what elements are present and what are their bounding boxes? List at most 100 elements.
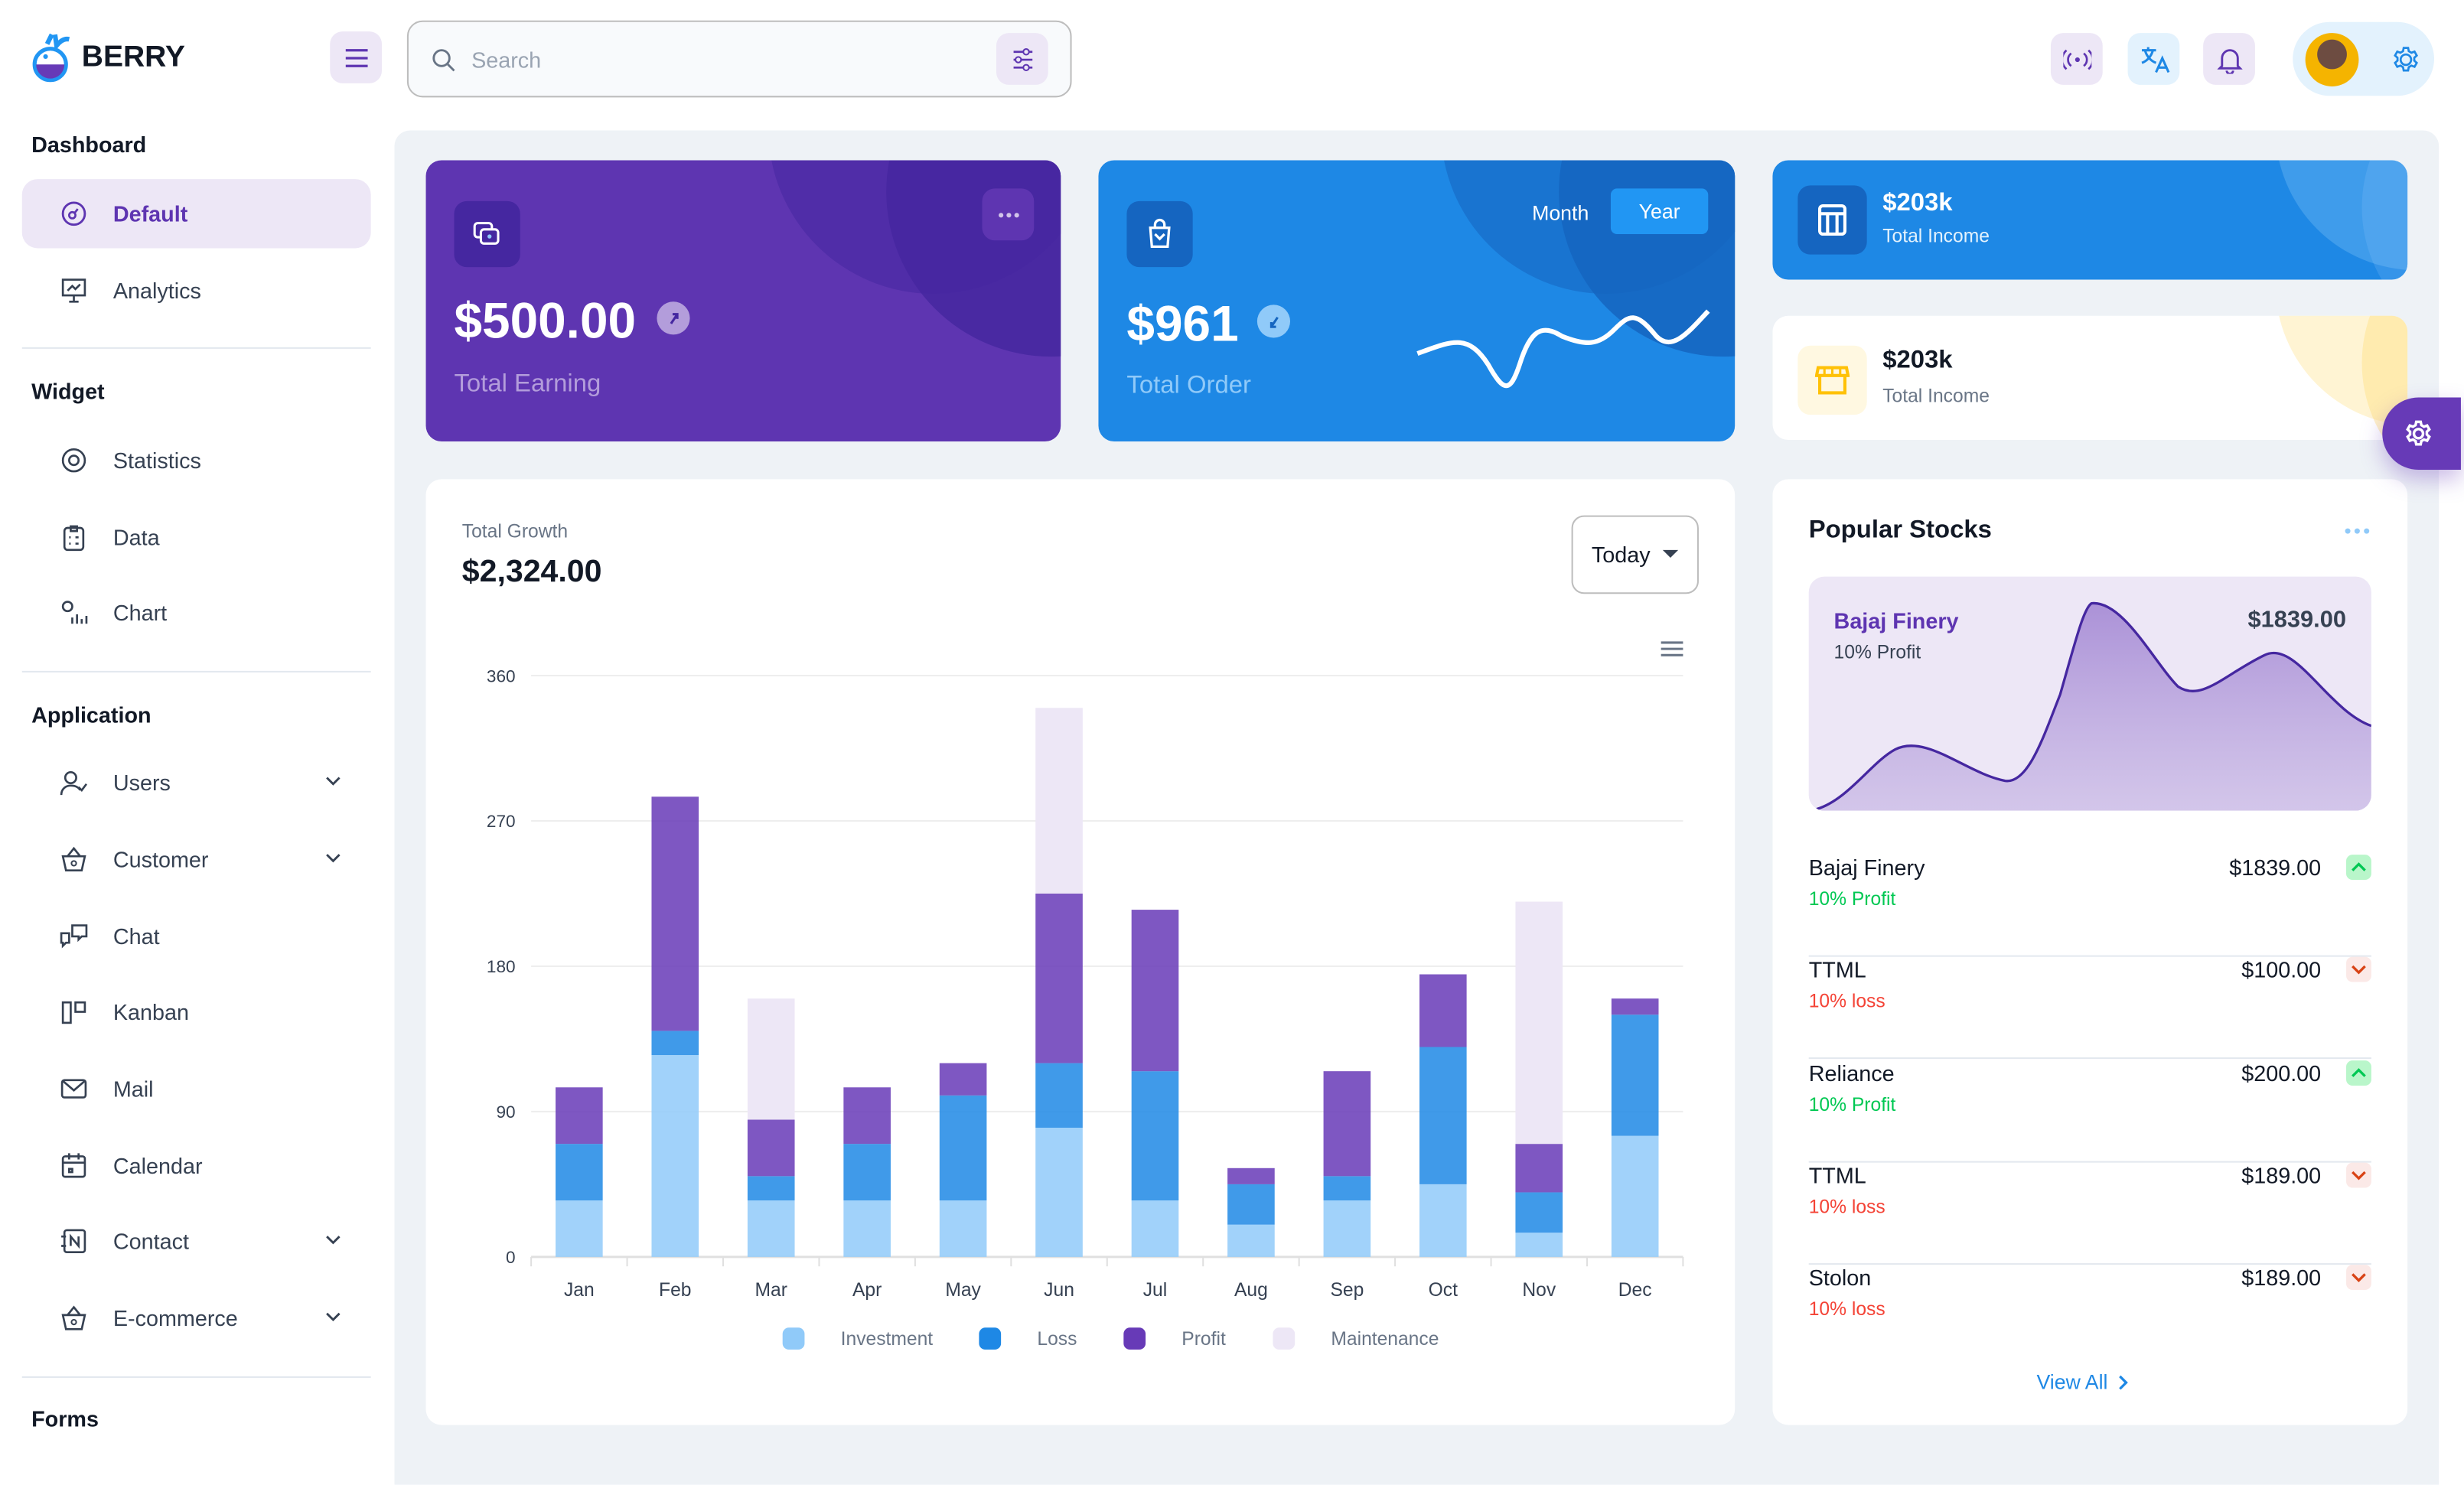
bar-investment[interactable] — [1227, 1224, 1275, 1257]
bar-loss[interactable] — [1323, 1176, 1371, 1201]
sidebar-item-ecommerce[interactable]: E-commerce — [22, 1284, 371, 1353]
y-tick-label: 180 — [487, 957, 516, 976]
chevron-down-icon — [326, 854, 341, 863]
profile-menu[interactable] — [2293, 21, 2435, 96]
bar-investment[interactable] — [747, 1200, 795, 1257]
bar-investment[interactable] — [1515, 1233, 1563, 1257]
stock-price: $1839.00 — [2229, 855, 2322, 881]
notifications-button[interactable] — [2203, 33, 2255, 85]
bar-loss[interactable] — [1227, 1184, 1275, 1225]
bar-loss[interactable] — [939, 1095, 987, 1201]
sidebar-item-analytics[interactable]: Analytics — [22, 256, 371, 325]
earning-more-button[interactable] — [982, 188, 1035, 241]
menu-toggle-button[interactable] — [330, 31, 383, 83]
legend-marker[interactable] — [1273, 1327, 1296, 1350]
sidebar-item-default[interactable]: Default — [21, 179, 371, 249]
bar-loss[interactable] — [1131, 1071, 1179, 1201]
legend-label[interactable]: Loss — [1037, 1329, 1077, 1350]
live-customize-button[interactable] — [2050, 33, 2103, 85]
logo[interactable]: BERRY — [31, 31, 185, 85]
bar-maintenance[interactable] — [747, 998, 795, 1120]
sidebar-item-kanban[interactable]: Kanban — [22, 977, 371, 1046]
sidebar-item-label: Data — [112, 524, 160, 550]
bar-profit[interactable] — [1515, 1144, 1563, 1193]
chevron-down-icon — [2346, 1162, 2371, 1188]
language-button[interactable] — [2127, 33, 2180, 85]
bar-investment[interactable] — [1611, 1135, 1659, 1257]
featured-stock-price: $1839.00 — [2247, 606, 2347, 633]
bar-profit[interactable] — [1035, 893, 1083, 1063]
bar-profit[interactable] — [1227, 1167, 1275, 1184]
bar-maintenance[interactable] — [1515, 901, 1563, 1145]
bar-investment[interactable] — [556, 1200, 603, 1257]
bar-profit[interactable] — [1611, 998, 1659, 1015]
view-all-button[interactable]: View All — [2036, 1370, 2130, 1394]
legend-label[interactable]: Investment — [841, 1329, 934, 1350]
sidebar-item-users[interactable]: Users — [22, 748, 371, 817]
income-light-value: $203k — [1882, 347, 1953, 374]
bar-loss[interactable] — [556, 1144, 603, 1201]
menu-icon — [344, 48, 367, 67]
mail-icon — [60, 1075, 88, 1103]
sidebar-item-calendar[interactable]: Calendar — [22, 1132, 371, 1200]
bar-investment[interactable] — [1131, 1200, 1179, 1257]
bell-icon — [2216, 48, 2242, 73]
tab-year[interactable]: Year — [1610, 188, 1709, 234]
sidebar-heading-dashboard: Dashboard — [31, 132, 147, 158]
legend-marker[interactable] — [1123, 1327, 1146, 1350]
sidebar-item-label: Chat — [112, 923, 160, 949]
bar-investment[interactable] — [1419, 1184, 1467, 1257]
stock-row: Bajaj Finery $1839.00 10% Profit — [1808, 855, 2371, 957]
stocks-title: Popular Stocks — [1808, 516, 1992, 544]
bar-profit[interactable] — [1419, 974, 1467, 1047]
sidebar-item-data[interactable]: Data — [22, 503, 371, 572]
bar-loss[interactable] — [1515, 1192, 1563, 1233]
bar-maintenance[interactable] — [1035, 708, 1083, 894]
tab-month[interactable]: Month — [1532, 200, 1589, 224]
bar-loss[interactable] — [1611, 1014, 1659, 1136]
sidebar-item-statistics[interactable]: Statistics — [22, 426, 371, 495]
bar-investment[interactable] — [651, 1055, 699, 1257]
arrow-down-left-icon — [1256, 304, 1291, 338]
filter-button[interactable] — [996, 33, 1048, 85]
bar-investment[interactable] — [1035, 1128, 1083, 1257]
legend-label[interactable]: Profit — [1181, 1329, 1226, 1350]
bar-profit[interactable] — [939, 1063, 987, 1096]
sidebar-item-label: Default — [112, 200, 188, 226]
stock-name: Reliance — [1808, 1060, 1895, 1086]
row-divider — [1808, 1057, 2371, 1060]
search-input[interactable]: Search — [406, 20, 1072, 98]
featured-stock-sub: 10% Profit — [1833, 640, 1921, 663]
bar-loss[interactable] — [651, 1031, 699, 1056]
sidebar-item-chat[interactable]: Chat — [22, 902, 371, 971]
bar-profit[interactable] — [556, 1087, 603, 1145]
bar-loss[interactable] — [1035, 1063, 1083, 1128]
sidebar-item-mail[interactable]: Mail — [22, 1054, 371, 1123]
bar-profit[interactable] — [1131, 910, 1179, 1072]
legend-marker[interactable] — [782, 1327, 805, 1350]
more-horizontal-icon[interactable] — [2345, 528, 2370, 534]
legend-marker[interactable] — [979, 1327, 1002, 1350]
total-growth-card: Total Growth $2,324.00 Today 0 90 180 270 36… — [425, 479, 1736, 1425]
bar-investment[interactable] — [843, 1200, 891, 1257]
chevron-right-icon — [2119, 1374, 2129, 1389]
chart-menu-icon[interactable] — [1660, 640, 1685, 659]
bar-profit[interactable] — [1323, 1071, 1371, 1177]
customization-fab[interactable] — [2382, 397, 2461, 471]
bar-loss[interactable] — [747, 1176, 795, 1201]
legend-label[interactable]: Maintenance — [1331, 1329, 1439, 1350]
bar-profit[interactable] — [843, 1087, 891, 1145]
bar-loss[interactable] — [843, 1144, 891, 1201]
bar-investment[interactable] — [939, 1200, 987, 1257]
sidebar-item-customer[interactable]: Customer — [22, 825, 371, 894]
bar-loss[interactable] — [1419, 1047, 1467, 1184]
popular-stocks-card: Popular Stocks Bajaj Finery 10% Profit $… — [1772, 479, 2408, 1425]
period-select[interactable]: Today — [1571, 515, 1699, 594]
bar-profit[interactable] — [651, 796, 699, 1031]
bar-investment[interactable] — [1323, 1200, 1371, 1257]
x-tick-label: Mar — [755, 1280, 787, 1301]
bar-profit[interactable] — [747, 1119, 795, 1177]
chevron-down-icon — [2346, 957, 2371, 983]
sidebar-item-contact[interactable]: Contact — [22, 1207, 371, 1275]
sidebar-item-chart[interactable]: Chart — [22, 578, 371, 647]
